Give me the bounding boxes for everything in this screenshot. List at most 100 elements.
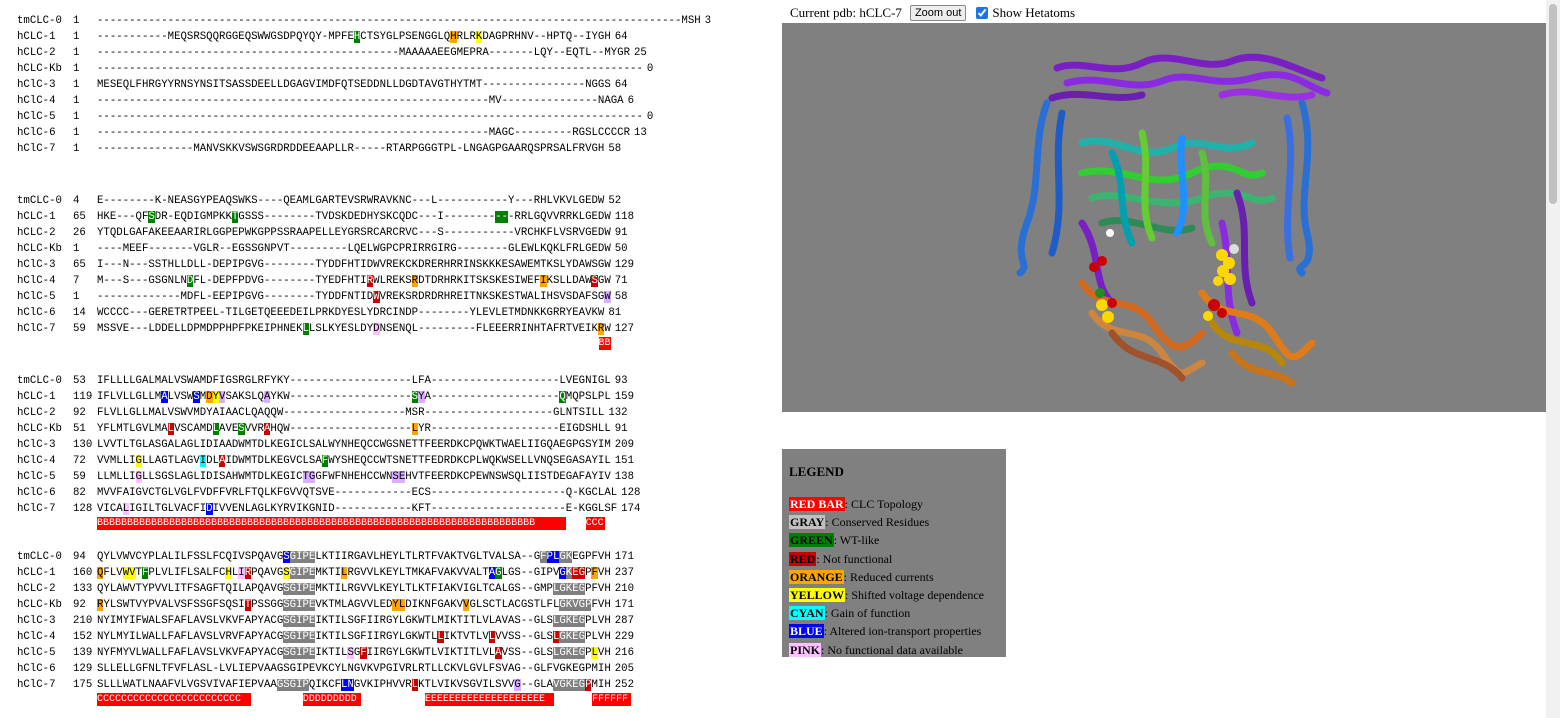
alignment-row: tmCLC-0 53 IFLLLLGALMALVSWAMDFIGSRGLRFYKY-… (17, 373, 640, 389)
highlighted-residue: G (289, 679, 297, 691)
alignment-row: hCLC-1 119 IFLVLLGLLMALVSWSMDYVSAKSLQAYKW-… (17, 389, 640, 405)
sequence-start: 51 (73, 423, 86, 435)
sequence-end: 171 (614, 551, 634, 563)
highlighted-residue: G (559, 583, 566, 595)
sequence-end: 93 (614, 375, 628, 387)
highlighted-residue: G (559, 551, 566, 563)
sequence-end: 127 (614, 323, 634, 335)
highlighted-residue: P (302, 647, 309, 659)
highlighted-residue: P (302, 551, 309, 563)
highlighted-residue: Q (559, 391, 566, 403)
sequence-residues: LLMLLIGLLSGSLAGLIDISAHWMTDLKEGICTGGFWFNH… (97, 471, 611, 483)
sequence-name: hCLC-2 (17, 583, 56, 595)
protein-structure-viewer[interactable] (782, 23, 1546, 412)
highlighted-residue: E (398, 471, 406, 483)
highlighted-residue: S (283, 679, 290, 691)
highlighted-residue: L (552, 647, 560, 659)
highlighted-residue: F (360, 647, 367, 659)
sequence-residues: YTQDLGAFAKEEAARIRLGGPEPWKGPPSSRAAPELLEYG… (97, 227, 611, 239)
sequence-end: 287 (614, 615, 634, 627)
highlighted-residue: E (308, 599, 316, 611)
highlighted-residue: S (347, 647, 354, 659)
page-scrollbar[interactable] (1546, 0, 1560, 718)
sequence-end: 91 (614, 227, 628, 239)
highlighted-residue: S (193, 391, 200, 403)
highlighted-residue: G (578, 599, 586, 611)
topology-segment: CCCCCCCCCCCCCCCCCCCCCCCC (97, 693, 252, 706)
sequence-residues: LVVTLTGLASGALAGLIDIAADWMTDLKEGICLSALWYNH… (97, 439, 611, 451)
alignment-row: hCLC-1 1 -----------MEQSRSQQRGGEQSWWGSDPQY… (17, 29, 711, 45)
alignment-row: hClC-5 139 NYFMYVLWALLFAFLAVSLVKVFAPYACGSG… (17, 645, 634, 661)
highlighted-residue: I (199, 455, 207, 467)
highlighted-residue: S (591, 275, 598, 287)
sequence-residues: SLLELLGFNLTFVFLASL-LVLIEPVAAGSGIPEVKCYLN… (97, 663, 611, 675)
alignment-row: hCLC-Kb 1 --------------------------------… (17, 61, 711, 77)
sequence-residues: ----------------------------------------… (97, 111, 643, 123)
highlighted-residue: S (283, 583, 290, 595)
topology-segment: EEEEEEEEEEEEEEEEEEEE (424, 693, 554, 706)
highlighted-residue: L (302, 323, 309, 335)
legend-swatch: BLUE (789, 624, 824, 639)
sequence-residues: IFLLLLGALMALVSWAMDFIGSRGLRFYKY----------… (97, 375, 611, 387)
highlighted-residue: E (308, 615, 316, 627)
sequence-name: hClC-6 (17, 487, 56, 499)
topology-segment: CCC (585, 517, 605, 530)
sequence-residues: I---N---SSTHLLDLL-DEPIPGVG--------TYDDFH… (97, 259, 611, 271)
legend-description: : Not functional (816, 551, 893, 566)
highlighted-residue: P (302, 631, 309, 643)
highlighted-residue: E (308, 551, 316, 563)
legend-swatch: RED (789, 551, 817, 566)
sequence-name: hCLC-Kb (17, 423, 62, 435)
show-hetatoms-checkbox[interactable] (976, 7, 989, 19)
alignment-block: tmCLC-0 1 --------------------------------… (17, 13, 711, 157)
sequence-residues: QYLAWVTYPVVLITFSAGFTQILAPQAVGSGIPEMKTILR… (97, 583, 611, 595)
highlighted-residue: L (437, 631, 444, 643)
highlighted-residue: G (559, 615, 566, 627)
sequence-name: hClC-5 (17, 111, 56, 123)
sequence-name: hClC-4 (17, 455, 56, 467)
highlighted-residue: D (373, 323, 380, 335)
highlighted-residue: K (565, 615, 573, 627)
sequence-residues: IFLVLLGLLMALVSWSMDYVSAKSLQAYKW----------… (97, 391, 611, 403)
highlighted-residue: G (289, 631, 297, 643)
sequence-name: hClC-3 (17, 259, 56, 271)
highlighted-residue: K (565, 647, 573, 659)
structure-panel: Current pdb: hCLC-7 Zoom out Show Hetato… (782, 0, 1546, 718)
sequence-residues: ----------------------------------------… (97, 127, 631, 139)
highlighted-residue: K (475, 31, 483, 43)
highlighted-residue: L (398, 599, 406, 611)
highlighted-residue: S (411, 391, 419, 403)
legend-description: : Reduced currents (843, 569, 934, 584)
legend-swatch: RED BAR (789, 497, 845, 511)
sequence-residues: VVMLLIGLLAGTLAGVIDLAIDWMTDLKEGVCLSAFWYSH… (97, 455, 611, 467)
highlighted-residue: D (206, 503, 213, 515)
alignment-row: hClC-6 129 SLLELLGFNLTFVFLASL-LVLIEPVAAGSG… (17, 661, 634, 677)
legend-description: : Gain of function (824, 606, 911, 621)
sequence-name: tmCLC-0 (17, 195, 62, 207)
highlighted-residue: V (463, 599, 470, 611)
highlighted-residue: A (488, 567, 496, 579)
legend-item: GRAY: Conserved Residues (789, 513, 1006, 531)
highlighted-residue: G (289, 615, 297, 627)
highlighted-residue: S (283, 647, 290, 659)
highlighted-residue: S (283, 631, 290, 643)
sequence-name: hClC-6 (17, 307, 56, 319)
sequence-end: 237 (614, 567, 634, 579)
topology-segment: BBBBBBBBBBBBBBBBBBBBBBBBBBBBBBBBBBBBBBBB… (97, 517, 567, 530)
sequence-name: hCLC-Kb (17, 599, 62, 611)
sequence-start: 160 (73, 567, 93, 579)
highlighted-residue: L (591, 647, 598, 659)
highlighted-residue: T (302, 471, 309, 483)
alignment-block: tmCLC-0 94 QYLVWVCYPLALILFSSLFCQIVSPQAVGSG… (17, 549, 634, 707)
sequence-residues: NYLMYILWALLFAFLAVSLVRVFAPYACGSGIPEIKTILS… (97, 631, 611, 643)
alignment-row: hClC-3 1 MESEQLFHRGYYRNSYNSITSASSDEELLDGAG… (17, 77, 711, 93)
legend-item: ORANGE: Reduced currents (789, 568, 1006, 586)
highlighted-residue: A (263, 423, 271, 435)
sequence-start: 1 (73, 15, 80, 27)
highlighted-residue: G (578, 647, 586, 659)
scrollbar-thumb[interactable] (1549, 4, 1557, 204)
highlighted-residue: E (572, 647, 579, 659)
highlighted-residue: - (501, 211, 508, 223)
highlighted-residue: N (347, 679, 354, 691)
zoom-out-button[interactable]: Zoom out (909, 5, 967, 21)
